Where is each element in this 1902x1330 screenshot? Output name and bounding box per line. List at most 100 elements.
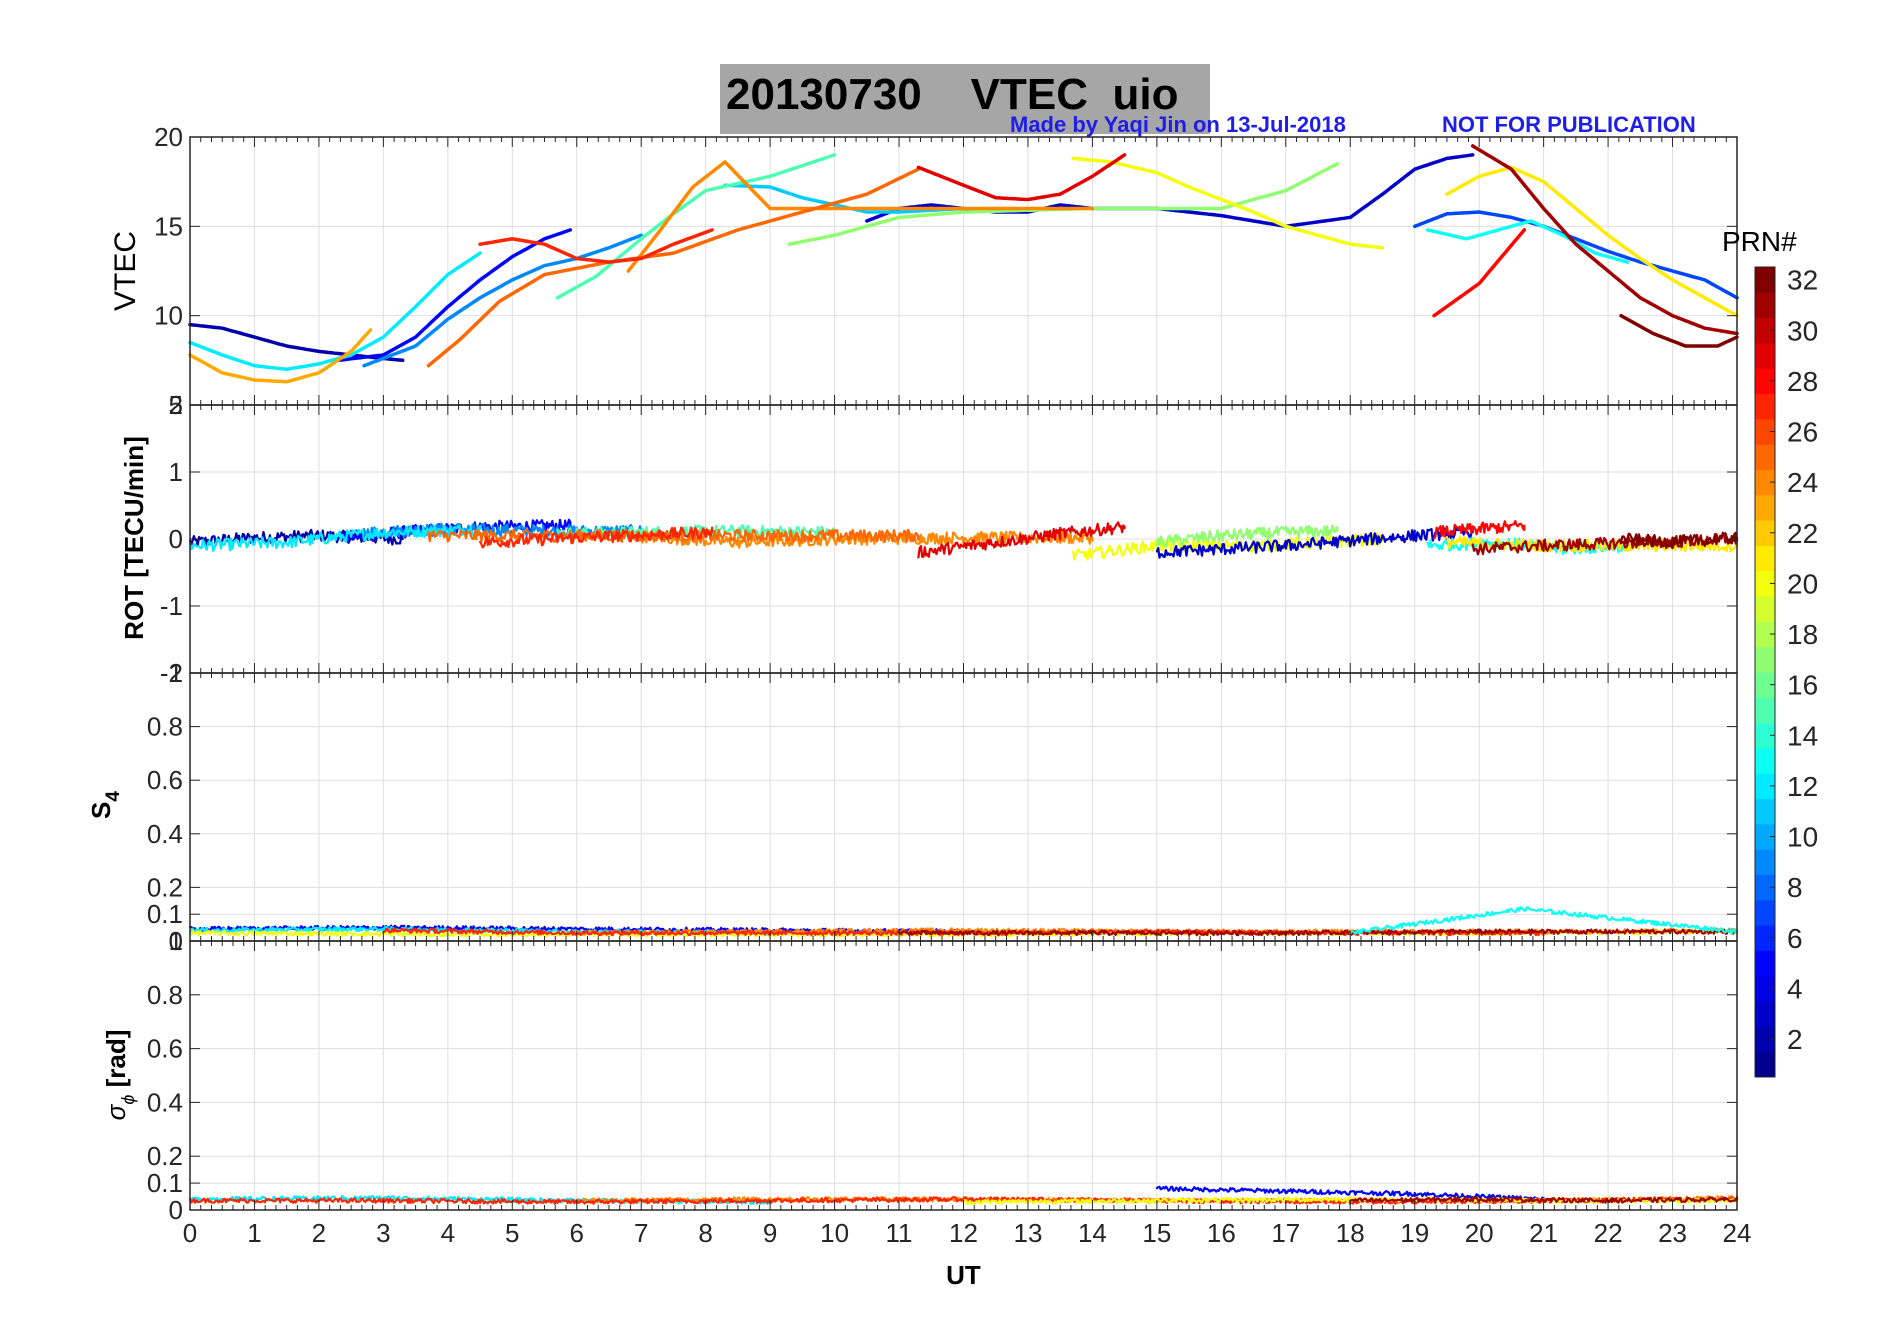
credit-text: Made by Yaqi Jin on 13-Jul-2018 [1010, 112, 1346, 137]
series-line-prn-9 [362, 233, 643, 368]
y-tick-label: 0 [169, 524, 183, 554]
colorbar-cell-prn-23 [1755, 494, 1775, 521]
not-for-publication-text: NOT FOR PUBLICATION [1442, 112, 1696, 137]
colorbar-cell-prn-6 [1755, 925, 1775, 951]
y-tick-label: 20 [154, 122, 183, 152]
x-tick-label: 15 [1142, 1218, 1171, 1248]
x-tick-label: 3 [376, 1218, 390, 1248]
colorbar-cell-prn-16 [1755, 672, 1775, 698]
x-tick-label: 16 [1207, 1218, 1236, 1248]
colorbar-cell-prn-18 [1755, 621, 1775, 648]
colorbar-cell-prn-19 [1755, 596, 1775, 622]
series-line-prn-27 [478, 228, 714, 264]
colorbar-tick-label: 8 [1787, 872, 1803, 903]
colorbar-cell-prn-5 [1755, 950, 1775, 977]
colorbar-tick-label: 32 [1787, 265, 1818, 296]
series-line-prn-21 [1445, 165, 1739, 318]
y-tick-label: 0.4 [147, 1087, 183, 1117]
series-line-prn-27 [479, 526, 714, 549]
colorbar-label: PRN# [1722, 226, 1797, 257]
series-line-prn-17 [1155, 524, 1339, 548]
colorbar-cell-prn-30 [1755, 317, 1775, 344]
series-line-prn-25 [426, 167, 921, 368]
series-line-prn-3 [1155, 525, 1474, 559]
x-tick-label: 21 [1529, 1218, 1558, 1248]
series-line-prn-5 [336, 228, 573, 363]
colorbar-cell-prn-29 [1755, 342, 1775, 369]
y-tick-label: 0 [169, 1195, 183, 1225]
colorbar-tick-label: 28 [1787, 366, 1818, 397]
colorbar-cell-prn-7 [1755, 899, 1775, 926]
y-axis-label: σϕ [rad] [101, 1030, 138, 1121]
x-tick-label: 12 [949, 1218, 978, 1248]
colorbar-cell-prn-11 [1755, 798, 1775, 825]
colorbar-cell-prn-10 [1755, 823, 1775, 850]
x-axis-label: UT [946, 1260, 981, 1290]
colorbar-cell-prn-4 [1755, 975, 1775, 1002]
colorbar-cell-prn-25 [1755, 444, 1775, 470]
series-line-prn-13 [1349, 906, 1739, 935]
colorbar-cell-prn-20 [1755, 570, 1775, 597]
y-axis-label: S4 [86, 791, 124, 819]
x-tick-label: 23 [1658, 1218, 1687, 1248]
colorbar-tick-label: 24 [1787, 467, 1818, 498]
colorbar-cell-prn-15 [1755, 697, 1775, 724]
series-line-prn-31 [1349, 1196, 1739, 1204]
y-tick-label: 1 [169, 457, 183, 487]
colorbar-cell-prn-22 [1755, 520, 1775, 546]
x-tick-label: 2 [312, 1218, 326, 1248]
series-line-prn-7 [1412, 210, 1739, 300]
series-line-prn-31 [1471, 532, 1739, 556]
y-tick-label: 15 [154, 211, 183, 241]
x-tick-label: 9 [763, 1218, 777, 1248]
x-ticks [189, 137, 1738, 405]
x-tick-label: 17 [1271, 1218, 1300, 1248]
x-tick-label: 8 [698, 1218, 712, 1248]
title-date: 20130730 [726, 70, 922, 119]
series-line-prn-23 [188, 328, 373, 384]
colorbar-tick-label: 26 [1787, 417, 1818, 448]
x-tick-label: 11 [886, 1218, 913, 1248]
colorbar-cell-prn-26 [1755, 418, 1775, 445]
y-tick-label: 0.6 [147, 765, 183, 795]
x-ticks [189, 673, 1738, 941]
y-tick-label: -1 [160, 591, 183, 621]
colorbar-tick-label: 30 [1787, 315, 1818, 346]
colorbar-tick-label: 18 [1787, 619, 1818, 650]
y-tick-label: 5 [169, 390, 183, 420]
x-tick-label: 14 [1078, 1218, 1107, 1248]
x-tick-label: 19 [1400, 1218, 1429, 1248]
gridlines [190, 940, 1737, 1211]
colorbar-tick-label: 2 [1787, 1024, 1803, 1055]
x-tick-label: 6 [570, 1218, 584, 1248]
y-tick-label: 0.8 [147, 712, 183, 742]
series-line-prn-13 [1425, 219, 1630, 264]
y-tick-label: 1 [169, 658, 183, 688]
colorbar-tick-label: 12 [1787, 771, 1818, 802]
series-group [188, 518, 1739, 561]
y-tick-label: 1 [169, 926, 183, 956]
y-axis-label: VTEC [109, 231, 142, 311]
colorbar-tick-label: 20 [1787, 568, 1818, 599]
y-tick-label: 0.1 [147, 1168, 183, 1198]
panel-VTEC: 5 10 15 20 VTEC [109, 122, 1739, 420]
title-quantity: VTEC [970, 70, 1089, 119]
y-tick-label: 0 [169, 926, 183, 956]
x-tick-label: 0 [183, 1218, 197, 1248]
series-line-prn-24 [626, 160, 1095, 273]
y-tick-label: 10 [154, 301, 183, 331]
colorbar-tick-label: 16 [1787, 670, 1818, 701]
series-line-prn-5 [1155, 1185, 1545, 1202]
x-tick-label: 10 [820, 1218, 849, 1248]
x-tick-label: 1 [247, 1218, 261, 1248]
x-tick-label: 7 [634, 1218, 648, 1248]
series-group [188, 144, 1739, 384]
colorbar-frame [1754, 266, 1776, 1078]
x-tick-label: 4 [441, 1218, 455, 1248]
title-background [720, 64, 1210, 134]
series-line-prn-32 [1619, 531, 1739, 550]
gridlines [190, 672, 1737, 942]
